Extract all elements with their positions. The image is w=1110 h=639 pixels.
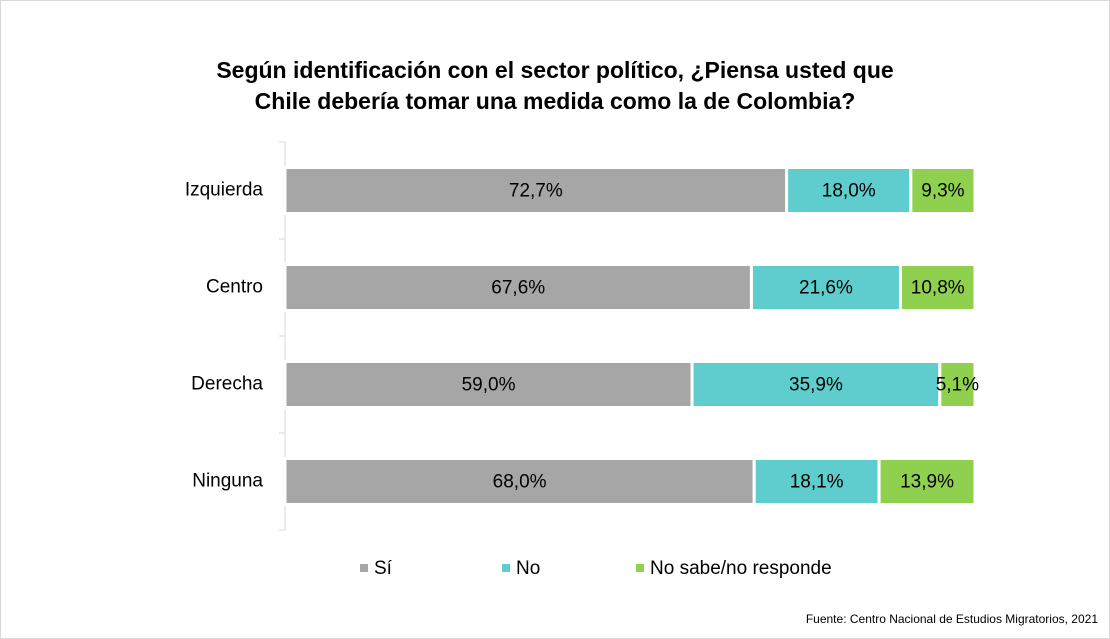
bar-segment	[283, 360, 694, 409]
value-label: 68,0%	[493, 472, 547, 493]
y-tick-label: Derecha	[191, 374, 263, 395]
legend-swatch	[360, 564, 368, 572]
value-label: 59,0%	[462, 375, 516, 396]
legend-label: No sabe/no responde	[650, 558, 832, 579]
bar-segment	[690, 360, 942, 409]
bar-segment	[283, 457, 756, 506]
value-label: 5,1%	[936, 375, 979, 396]
value-label: 10,8%	[911, 278, 965, 299]
value-label: 18,1%	[790, 472, 844, 493]
bar-segment	[877, 457, 977, 506]
bar-segment	[909, 166, 977, 215]
value-label: 13,9%	[900, 472, 954, 493]
legend-swatch	[636, 564, 644, 572]
legend-label: No	[516, 558, 540, 579]
value-label: 9,3%	[921, 181, 964, 202]
value-label: 67,6%	[491, 278, 545, 299]
y-tick-label: Ninguna	[192, 471, 263, 492]
value-label: 18,0%	[822, 181, 876, 202]
bar-segment	[898, 263, 977, 312]
y-tick-label: Izquierda	[185, 180, 264, 201]
bar-segment	[938, 360, 977, 409]
legend-label: Sí	[374, 558, 393, 579]
chart-title: Según identificación con el sector polít…	[216, 57, 893, 83]
source-note: Fuente: Centro Nacional de Estudios Migr…	[806, 612, 1098, 626]
y-tick-label: Centro	[206, 277, 263, 298]
value-label: 72,7%	[509, 181, 563, 202]
bar-segment	[752, 457, 881, 506]
chart-title: Chile debería tomar una medida como la d…	[255, 88, 856, 114]
legend-swatch	[502, 564, 510, 572]
bar-segment	[749, 263, 902, 312]
value-label: 35,9%	[789, 375, 843, 396]
value-label: 21,6%	[799, 278, 853, 299]
bar-segment	[283, 263, 753, 312]
